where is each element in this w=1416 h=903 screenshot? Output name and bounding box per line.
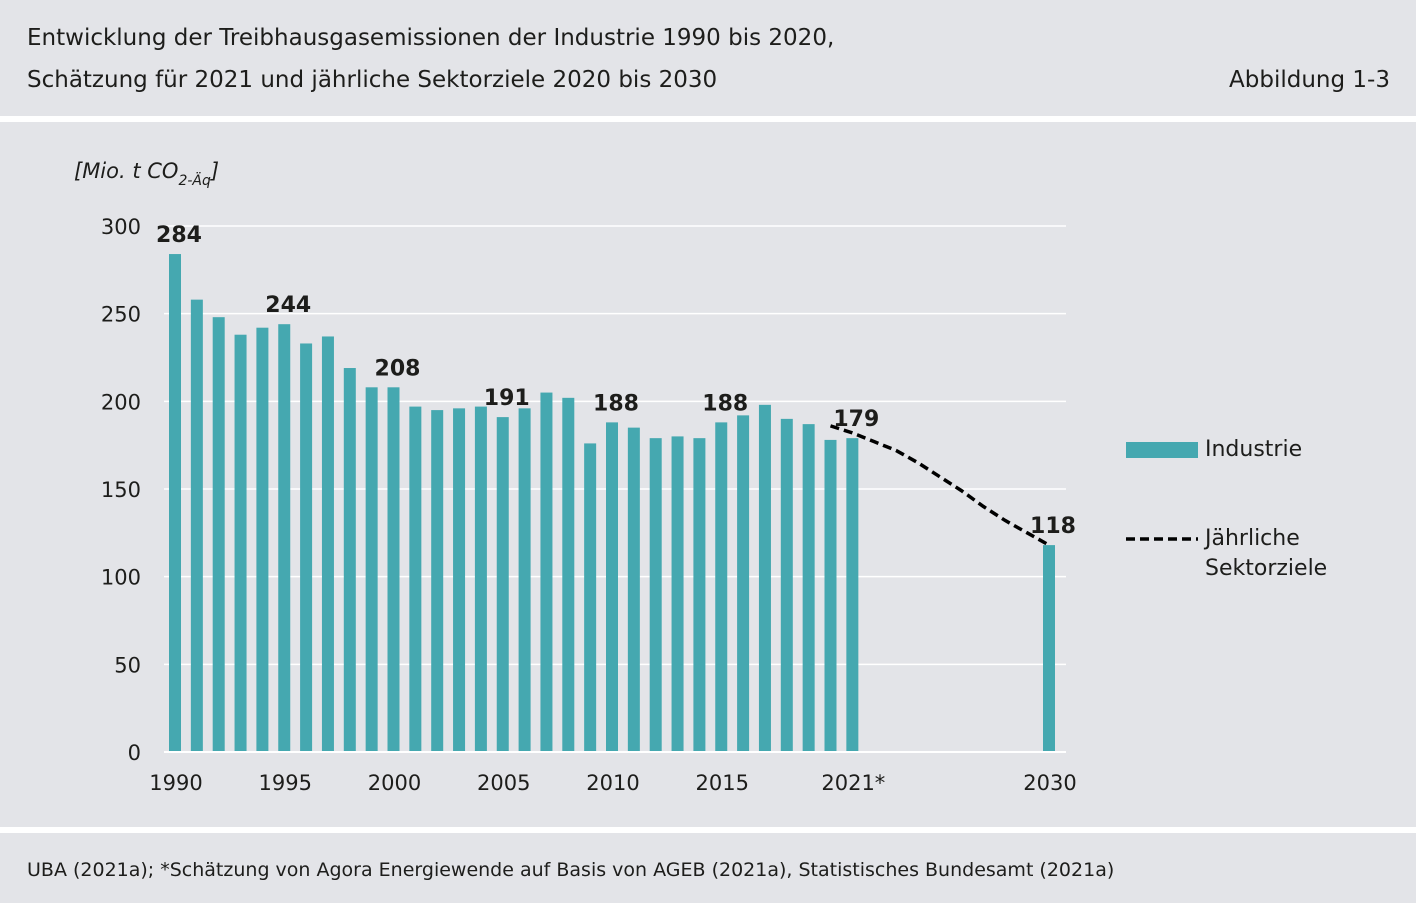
emissions-chart: [Mio. t CO2-Äq] 284 244 208 191 188 188 179 118… — [74, 159, 1327, 795]
data-label-2015: 188 — [702, 391, 748, 416]
line-series-sektorziele — [829, 424, 1050, 547]
bar-1995 — [278, 324, 291, 752]
bar-1994 — [256, 327, 269, 752]
bar-2006 — [518, 408, 531, 752]
figure-footer: UBA (2021a); *Schätzung von Agora Energi… — [0, 833, 1416, 903]
data-label-1990: 284 — [156, 223, 202, 248]
bar-2015 — [715, 422, 728, 752]
bar-2007 — [540, 392, 553, 752]
y-axis-unit-subscript: 2-Äq — [178, 171, 211, 189]
axis-ticks: 0 50 100 150 200 250 300 1990 1995 2000 2005 2010 20… — [101, 215, 1077, 795]
bar-1991 — [190, 299, 203, 752]
legend-label-sektorziele-line-2: Sektorziele — [1205, 556, 1327, 581]
data-labels: 284 244 208 191 188 188 179 118 — [156, 223, 1076, 539]
bar-2000 — [387, 387, 400, 752]
legend: Industrie Jährliche Sektorziele — [1126, 437, 1327, 581]
data-label-2005: 191 — [484, 386, 530, 411]
x-tick-label: 2000 — [368, 771, 421, 795]
bar-2001 — [409, 406, 422, 752]
y-tick-label: 150 — [101, 478, 141, 502]
x-tick-label: 1990 — [149, 771, 202, 795]
bar-2021 — [846, 438, 859, 752]
data-label-2021: 179 — [833, 407, 879, 432]
bar-2019 — [802, 424, 815, 752]
bar-2011 — [627, 427, 640, 752]
bar-1997 — [321, 336, 334, 752]
y-tick-label: 300 — [101, 215, 141, 239]
bar-2030 — [1043, 545, 1055, 752]
y-axis-unit-label: [Mio. t CO2-Äq] — [74, 159, 219, 189]
chart-title-line-2: Schätzung für 2021 und jährliche Sektorz… — [27, 67, 718, 93]
bar-1998 — [343, 368, 356, 752]
bar-2002 — [431, 410, 444, 752]
x-tick-label: 2010 — [586, 771, 639, 795]
data-label-2010: 188 — [593, 391, 639, 416]
legend-swatch-industrie — [1126, 442, 1198, 458]
x-tick-label: 2015 — [696, 771, 749, 795]
bar-2014 — [693, 438, 706, 752]
source-note: UBA (2021a); *Schätzung von Agora Energi… — [27, 859, 1115, 881]
bar-2018 — [780, 418, 793, 752]
sektorziele-line — [829, 424, 1050, 547]
legend-label-industrie: Industrie — [1205, 437, 1302, 462]
chart-title-line-1: Entwicklung der Treibhausgasemissionen d… — [27, 25, 835, 51]
x-tick-label: 1995 — [259, 771, 312, 795]
bar-2004 — [474, 406, 487, 752]
bar-2020 — [824, 439, 837, 752]
bar-2003 — [453, 408, 466, 752]
y-tick-label: 250 — [101, 303, 141, 327]
data-label-2000: 208 — [375, 356, 421, 381]
bar-2005 — [496, 417, 509, 752]
y-tick-label: 100 — [101, 566, 141, 590]
bar-2008 — [562, 397, 575, 752]
x-tick-label: 2030 — [1023, 771, 1076, 795]
bar-1999 — [365, 387, 378, 752]
data-label-1995: 244 — [265, 293, 311, 318]
legend-label-sektorziele-line-1: Jährliche — [1203, 526, 1300, 551]
bar-1993 — [234, 334, 247, 752]
chart-panel: [Mio. t CO2-Äq] 284 244 208 191 188 188 179 118… — [0, 122, 1416, 827]
bar-1990 — [169, 254, 181, 752]
bar-2016 — [737, 415, 750, 752]
y-tick-label: 50 — [114, 653, 141, 677]
y-tick-label: 200 — [101, 390, 141, 414]
bar-1992 — [212, 317, 225, 752]
bar-2009 — [584, 443, 597, 752]
x-tick-label: 2005 — [477, 771, 530, 795]
bar-2010 — [606, 422, 618, 752]
x-tick-label: 2021* — [821, 771, 885, 795]
y-tick-label: 0 — [128, 741, 141, 765]
figure-number-label: Abbildung 1-3 — [1229, 67, 1390, 93]
bar-1996 — [300, 343, 313, 752]
bar-2013 — [671, 436, 684, 752]
data-label-2030: 118 — [1030, 514, 1076, 539]
bar-series-industrie — [169, 254, 1055, 752]
bar-2012 — [649, 438, 662, 752]
bar-2017 — [758, 404, 771, 752]
figure-header: Entwicklung der Treibhausgasemissionen d… — [0, 0, 1416, 116]
